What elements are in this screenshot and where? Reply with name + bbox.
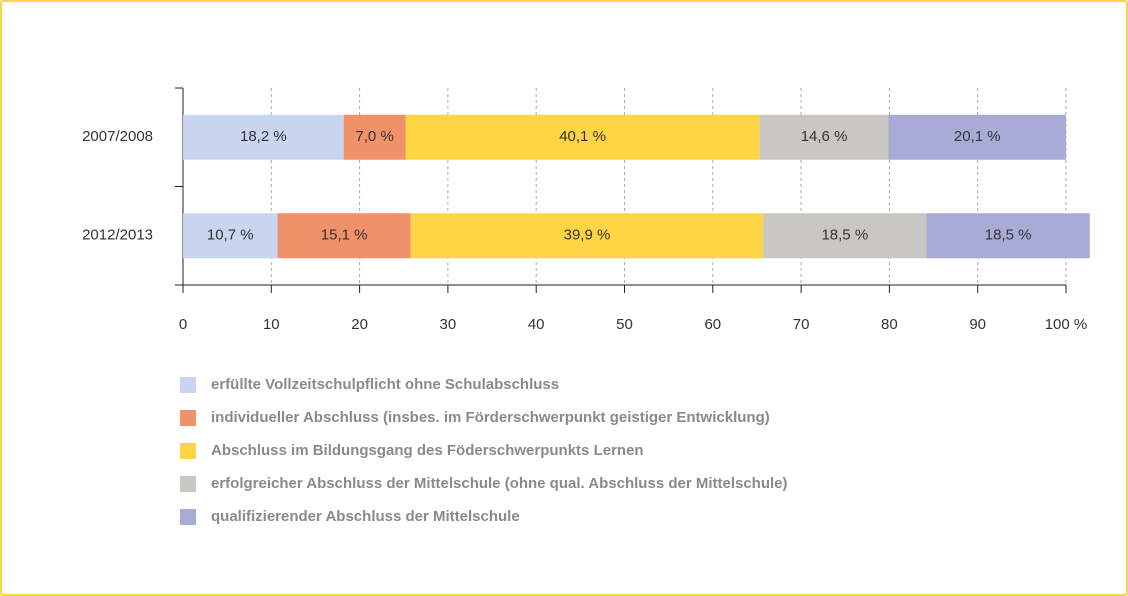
y-tick-label: 2012/2013 xyxy=(82,227,153,244)
x-tick-label: 30 xyxy=(440,316,457,333)
value-label: 20,1 % xyxy=(954,128,1001,145)
x-tick-label: 90 xyxy=(969,316,986,333)
x-tick-label: 80 xyxy=(881,316,898,333)
legend-swatch xyxy=(180,476,196,492)
value-label: 40,1 % xyxy=(559,128,606,145)
value-label: 14,6 % xyxy=(801,128,848,145)
legend-swatch xyxy=(180,410,196,426)
value-label: 7,0 % xyxy=(355,128,393,145)
x-tick-label: 100 % xyxy=(1045,316,1088,333)
x-tick-label: 50 xyxy=(616,316,633,333)
value-label: 18,2 % xyxy=(240,128,287,145)
value-label: 15,1 % xyxy=(321,227,368,244)
legend-swatch xyxy=(180,377,196,393)
legend-label: erfolgreicher Abschluss der Mittelschule… xyxy=(211,475,788,492)
legend-swatch xyxy=(180,509,196,525)
bar-segment xyxy=(926,213,1090,259)
x-tick-label: 10 xyxy=(263,316,280,333)
legend-label: individueller Abschluss (insbes. im Förd… xyxy=(211,409,770,426)
legend-label: erfüllte Vollzeitschulpflicht ohne Schul… xyxy=(211,376,559,393)
legend-label: qualifizierender Abschluss der Mittelsch… xyxy=(211,508,520,525)
x-tick-label: 60 xyxy=(704,316,721,333)
legend-swatch xyxy=(180,443,196,459)
value-label: 10,7 % xyxy=(207,227,254,244)
bar-segment xyxy=(277,213,411,259)
bar-segment xyxy=(410,213,764,259)
value-label: 18,5 % xyxy=(985,227,1032,244)
x-tick-label: 0 xyxy=(179,316,187,333)
bar-segment xyxy=(183,213,278,259)
value-label: 18,5 % xyxy=(821,227,868,244)
x-tick-label: 40 xyxy=(528,316,545,333)
x-tick-label: 20 xyxy=(351,316,368,333)
bar-segment xyxy=(763,213,927,259)
legend-label: Abschluss im Bildungsgang des Föderschwe… xyxy=(211,442,644,459)
value-label: 39,9 % xyxy=(564,227,611,244)
bar-segment xyxy=(888,114,1066,160)
y-tick-label: 2007/2008 xyxy=(82,128,153,145)
x-tick-label: 70 xyxy=(793,316,810,333)
bar-segment xyxy=(183,114,344,160)
bar-segment xyxy=(343,114,406,160)
bar-segment xyxy=(405,114,760,160)
bar-segment xyxy=(759,114,889,160)
